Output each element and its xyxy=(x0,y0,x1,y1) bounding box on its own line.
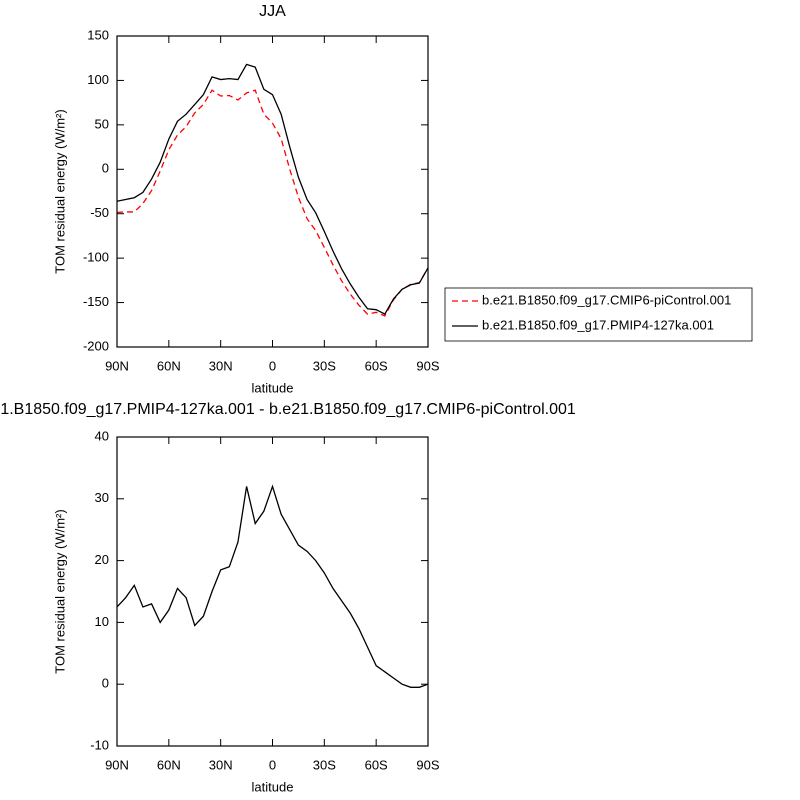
x-tick-label: 30S xyxy=(313,757,336,772)
y-tick-label: 20 xyxy=(95,552,109,567)
chart-title: JJA xyxy=(259,3,286,20)
y-tick-label: -50 xyxy=(90,205,109,220)
y-tick-label: -10 xyxy=(90,737,109,752)
x-tick-label: 0 xyxy=(269,757,276,772)
x-tick-label: 60N xyxy=(157,757,181,772)
data-line xyxy=(116,89,429,317)
y-tick-label: 50 xyxy=(95,116,109,131)
y-tick-label: 0 xyxy=(102,161,109,176)
x-tick-label: 30N xyxy=(209,757,233,772)
plot-frame xyxy=(116,35,429,348)
y-tick-label: 100 xyxy=(87,72,109,87)
x-tick-label: 60S xyxy=(365,358,388,373)
y-tick-label: 10 xyxy=(95,614,109,629)
y-tick-label: -200 xyxy=(83,338,109,353)
y-tick-label: 0 xyxy=(102,676,109,691)
data-line xyxy=(116,63,429,315)
y-tick-label: -100 xyxy=(83,250,109,265)
x-axis-label: latitude xyxy=(252,380,294,395)
y-tick-label: 150 xyxy=(87,27,109,42)
legend-label: b.e21.B1850.f09_g17.PMIP4-127ka.001 xyxy=(482,317,714,332)
x-tick-label: 30S xyxy=(313,358,336,373)
x-tick-label: 90S xyxy=(416,358,439,373)
y-tick-label: -150 xyxy=(83,294,109,309)
x-tick-label: 90N xyxy=(105,358,129,373)
x-tick-label: 90S xyxy=(416,757,439,772)
data-line xyxy=(116,484,429,688)
y-tick-label: 40 xyxy=(95,428,109,443)
x-axis-label: latitude xyxy=(252,779,294,794)
x-tick-label: 0 xyxy=(269,358,276,373)
x-tick-label: 30N xyxy=(209,358,233,373)
legend-label: b.e21.B1850.f09_g17.CMIP6-piControl.001 xyxy=(482,292,731,307)
x-tick-label: 60S xyxy=(365,757,388,772)
plot-frame xyxy=(116,436,429,747)
x-tick-label: 60N xyxy=(157,358,181,373)
y-axis-label: TOM residual energy (W/m²) xyxy=(52,109,67,273)
chart-title: b.e21.B1850.f09_g17.PMIP4-127ka.001 - b.… xyxy=(0,401,576,418)
legend-box xyxy=(444,287,753,342)
y-tick-label: 30 xyxy=(95,490,109,505)
y-axis-label: TOM residual energy (W/m²) xyxy=(52,509,67,673)
x-tick-label: 90N xyxy=(105,757,129,772)
